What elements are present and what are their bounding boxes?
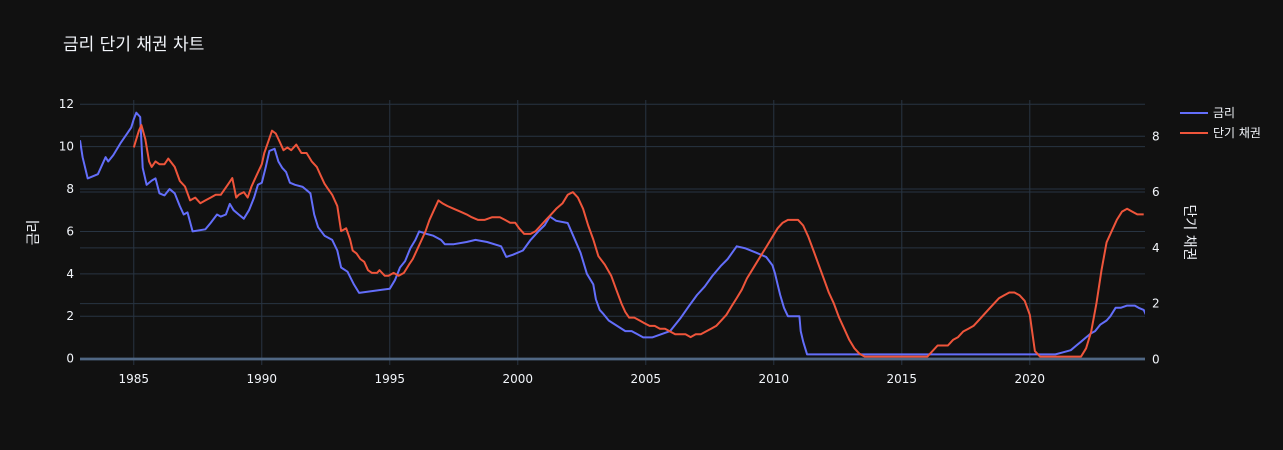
x-tick-label: 2000 <box>503 372 534 386</box>
y2-axis-title: 단기 채권 <box>1181 205 1197 261</box>
y2-tick-label: 6 <box>1152 185 1160 199</box>
y2-tick-label: 8 <box>1152 129 1160 143</box>
x-tick-label: 2005 <box>631 372 662 386</box>
y-tick-label: 8 <box>66 182 74 196</box>
y2-tick-label: 0 <box>1152 352 1160 366</box>
y-axis-title: 금리 <box>26 220 42 246</box>
x-tick-label: 1990 <box>246 372 277 386</box>
chart-title: 금리 단기 채권 차트 <box>63 35 204 55</box>
legend-label-rate[interactable]: 금리 <box>1213 106 1235 120</box>
x-tick-label: 2020 <box>1015 372 1046 386</box>
x-tick-label: 2010 <box>759 372 790 386</box>
series-line-short-bond <box>132 124 1144 358</box>
series-line-rate <box>80 111 1145 356</box>
x-tick-label: 1995 <box>374 372 405 386</box>
y-tick-label: 0 <box>66 352 74 366</box>
y-tick-label: 2 <box>66 309 74 323</box>
plot-area[interactable] <box>80 100 1283 365</box>
x-tick-label: 1985 <box>118 372 149 386</box>
y-tick-label: 10 <box>59 140 74 154</box>
x-tick-label: 2015 <box>887 372 918 386</box>
y-tick-label: 4 <box>66 267 74 281</box>
y2-tick-label: 4 <box>1152 241 1160 255</box>
y2-tick-label: 2 <box>1152 297 1160 311</box>
legend-label-short-bond[interactable]: 단기 채권 <box>1213 126 1261 140</box>
y-tick-label: 6 <box>66 224 74 238</box>
y-tick-label: 12 <box>59 97 74 111</box>
